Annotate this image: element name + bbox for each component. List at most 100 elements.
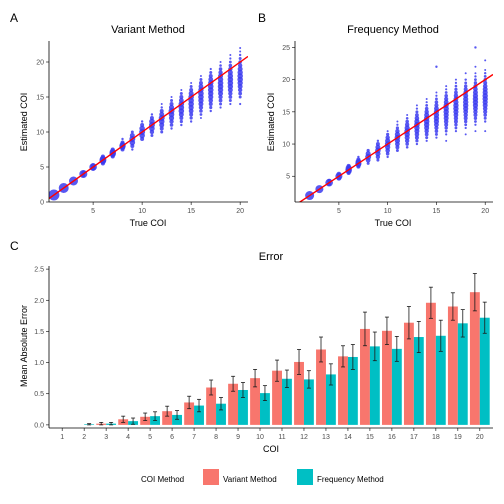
panel-c-x-tick-label: 4 — [126, 434, 130, 441]
panel-a-point — [169, 119, 174, 124]
frequency-bar — [457, 323, 468, 425]
panel-a-point — [159, 112, 165, 117]
panel-b-point — [425, 136, 429, 140]
panel-b-y-tick-label: 25 — [282, 45, 290, 52]
panel-a-point — [209, 109, 212, 113]
panel-b-point — [473, 81, 478, 85]
panel-a-point — [199, 109, 203, 113]
panel-c-y-tick-label: 2.0 — [34, 298, 44, 305]
panel-letter-b: B — [258, 11, 266, 25]
panel-a-point — [218, 70, 223, 75]
panel-b-point — [405, 145, 409, 149]
panel-b-point — [483, 109, 488, 114]
frequency-bar — [172, 414, 182, 425]
panel-b-point — [415, 142, 419, 146]
panel-letter-c: C — [10, 239, 19, 253]
panel-b-point — [434, 100, 439, 104]
panel-a-point — [170, 99, 174, 102]
panel-b-point — [464, 133, 467, 136]
panel-b-point — [434, 103, 439, 108]
panel-a-point — [179, 119, 183, 124]
panel-a-point — [239, 47, 242, 49]
variant-bar — [162, 411, 173, 425]
panel-a-point — [140, 120, 144, 123]
panel-b-point — [385, 135, 390, 140]
panel-a-point — [179, 95, 184, 99]
panel-b-point — [483, 116, 487, 120]
panel-a-point — [238, 91, 243, 96]
panel-b-point — [424, 132, 429, 137]
panel-a-point — [140, 123, 145, 127]
variant-bar — [272, 370, 282, 425]
panel-b-point — [454, 81, 458, 84]
panel-b-point — [454, 123, 458, 127]
panel-b-x-tick-label: 20 — [481, 208, 489, 215]
variant-bar — [228, 383, 239, 425]
panel-a-point — [150, 134, 154, 137]
panel-b-point — [357, 155, 360, 159]
panel-c-x-tick-label: 19 — [454, 434, 462, 441]
panel-b-point — [474, 130, 477, 133]
panel-a-point — [219, 64, 222, 67]
panel-c-y-tick-label: 1.5 — [34, 329, 44, 336]
panel-a-point — [208, 102, 213, 106]
panel-a-point — [208, 98, 214, 103]
panel-a-point — [159, 126, 164, 131]
variant-bar — [206, 387, 217, 425]
frequency-bar — [281, 378, 292, 425]
panel-a-point — [238, 95, 242, 99]
panel-b-point — [405, 119, 409, 124]
panel-b-point — [463, 84, 468, 88]
panel-b-point — [395, 145, 400, 150]
panel-b-point — [395, 148, 399, 152]
panel-b-point — [394, 131, 401, 137]
panel-a-point — [180, 123, 183, 127]
legend-label-variant: Variant Method — [223, 475, 277, 484]
panel-b-point — [453, 93, 459, 98]
panel-b-y-tick-label: 15 — [282, 109, 290, 116]
panel-a-point — [130, 130, 134, 134]
panel-a-point — [228, 95, 233, 99]
panel-a-point — [219, 106, 222, 109]
panel-c-x-tick-label: 7 — [192, 434, 196, 441]
legend-swatch-frequency — [297, 469, 313, 485]
panel-b-point — [484, 68, 487, 71]
panel-a-point — [129, 133, 135, 138]
panel-b-point — [414, 118, 420, 125]
variant-bar — [469, 292, 480, 425]
panel-b-point — [454, 90, 458, 95]
panel-b-point — [395, 128, 400, 134]
panel-a-point — [188, 91, 194, 96]
panel-a-point — [229, 57, 232, 60]
panel-b-point — [445, 88, 448, 91]
frequency-bar — [435, 335, 446, 425]
panel-b-point — [463, 93, 469, 99]
panel-b-point — [376, 139, 380, 143]
legend-swatch-variant — [203, 469, 219, 485]
panel-a-point — [178, 98, 184, 103]
panel-b-point — [424, 109, 429, 115]
panel-a-point — [237, 87, 243, 93]
panel-a-point — [209, 71, 213, 74]
panel-c-x-tick-label: 3 — [104, 434, 108, 441]
panel-b-point — [415, 107, 419, 110]
panel-a-point — [150, 113, 154, 116]
panel-a-point — [170, 127, 173, 130]
panel-a-point — [179, 116, 184, 120]
panel-b-point — [415, 104, 418, 107]
panel-b-point — [474, 72, 477, 75]
panel-a-point — [121, 137, 124, 141]
panel-a-point — [219, 102, 223, 106]
panel-c-x-tick-label: 18 — [432, 434, 440, 441]
panel-c-x-tick-label: 6 — [170, 434, 174, 441]
panel-b-point — [482, 86, 488, 92]
frequency-bar — [325, 374, 336, 425]
panel-b-xlabel: True COI — [375, 218, 412, 228]
panel-a-point — [110, 147, 115, 152]
panel-b-point — [463, 119, 468, 124]
panel-a-point — [237, 69, 243, 76]
legend-label-frequency: Frequency Method — [317, 475, 384, 484]
panel-c-x-tick-label: 17 — [410, 434, 418, 441]
panel-b-point — [385, 151, 390, 156]
panel-b-y-tick-label: 20 — [282, 77, 290, 84]
